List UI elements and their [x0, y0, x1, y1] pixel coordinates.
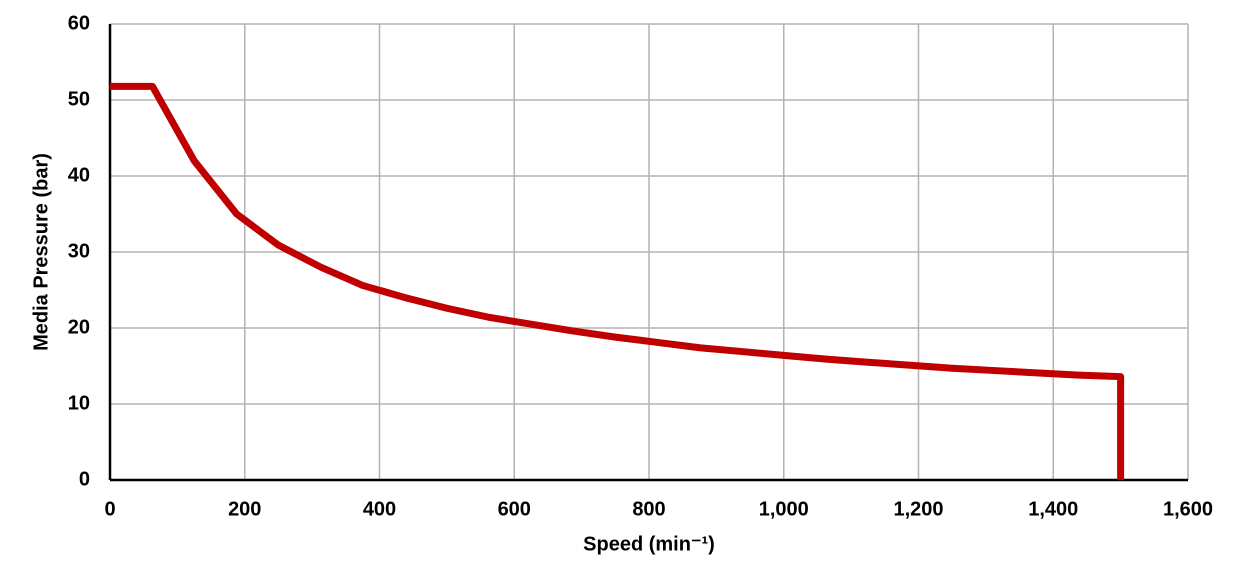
x-tick-label: 600	[498, 498, 531, 520]
x-tick-label: 1,400	[1028, 498, 1078, 520]
y-tick-label: 30	[68, 240, 90, 262]
x-tick-label: 1,000	[759, 498, 809, 520]
y-axis-label: Media Pressure (bar)	[30, 153, 52, 351]
x-tick-label: 1,200	[893, 498, 943, 520]
y-tick-label: 40	[68, 164, 90, 186]
y-tick-label: 50	[68, 88, 90, 110]
y-tick-label: 0	[79, 468, 90, 490]
x-tick-label: 0	[104, 498, 115, 520]
y-tick-label: 60	[68, 12, 90, 34]
y-tick-label: 20	[68, 316, 90, 338]
x-tick-label: 1,600	[1163, 498, 1213, 520]
x-tick-label: 800	[632, 498, 665, 520]
x-tick-label: 200	[228, 498, 261, 520]
x-axis-label: Speed (min⁻¹)	[583, 533, 715, 555]
y-tick-label: 10	[68, 392, 90, 414]
x-tick-label: 400	[363, 498, 396, 520]
data-line	[110, 82, 1125, 480]
